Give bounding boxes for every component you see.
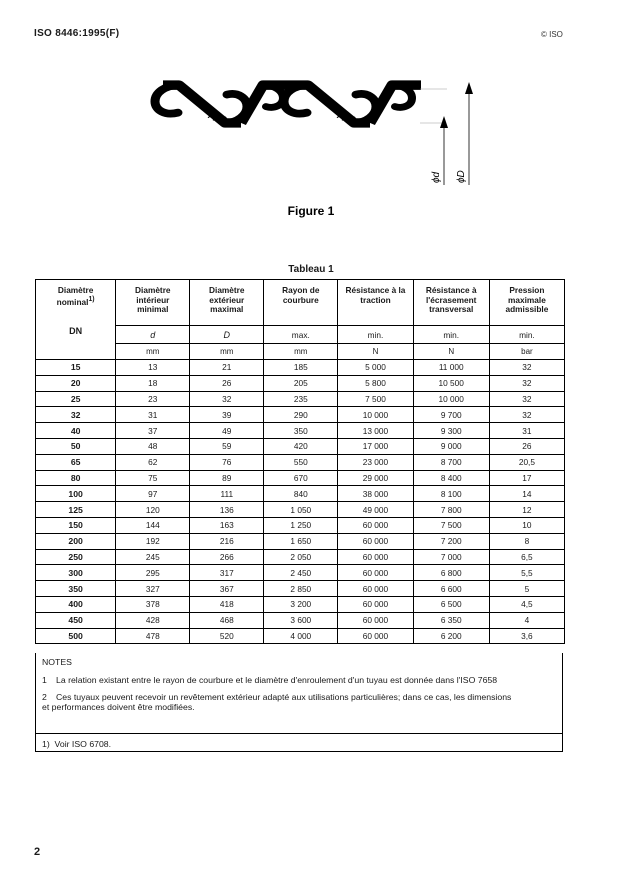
svg-text:ϕD: ϕD xyxy=(456,170,467,183)
svg-text:ϕd: ϕd xyxy=(431,171,442,183)
svg-text:Figure 1: Figure 1 xyxy=(288,204,335,218)
